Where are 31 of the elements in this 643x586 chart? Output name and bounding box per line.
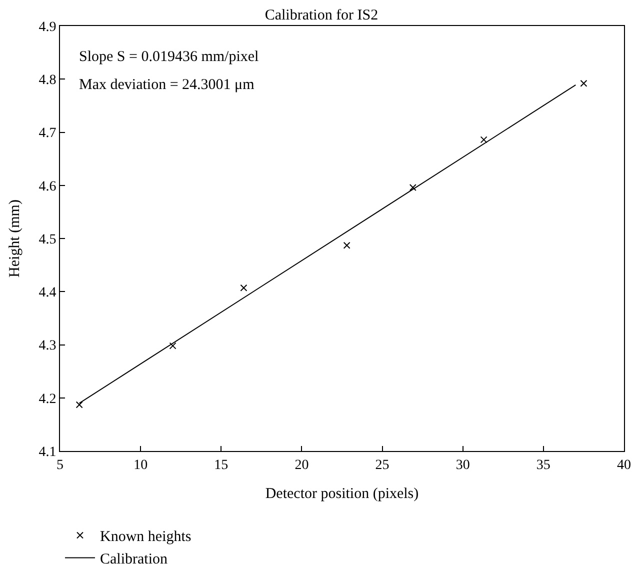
y-tick-label: 4.5	[38, 232, 56, 248]
y-tick-label: 4.3	[38, 338, 56, 354]
x-axis-title: Detector position (pixels)	[265, 486, 419, 502]
y-tick-label: 4.2	[38, 392, 56, 407]
annotation: Slope S = 0.019436 mm/pixel	[79, 49, 259, 65]
point	[343, 242, 350, 249]
x-tick-label: 30	[456, 458, 470, 473]
x-tick-label: 20	[294, 458, 309, 473]
y-axis-title: Height (mm)	[6, 200, 23, 278]
chart-title: Calibration for IS2	[264, 7, 378, 24]
point	[480, 136, 488, 144]
legend-label: Known heights	[100, 529, 192, 546]
x-tick-label: 40	[617, 458, 631, 473]
y-tick-label: 4.4	[38, 286, 56, 301]
point	[76, 401, 83, 408]
x-tick-label: 25	[375, 458, 390, 473]
x-tick-label: 35	[536, 458, 550, 473]
y-tick-label: 4.8	[38, 73, 56, 88]
point	[580, 80, 588, 87]
point	[240, 284, 248, 292]
x-tick-label: 15	[214, 458, 228, 473]
y-tick-label: 4.7	[38, 126, 56, 142]
y-tick-label: 4.9	[38, 20, 56, 35]
legend-label: Calibration	[100, 552, 168, 568]
point	[409, 184, 416, 191]
x-tick-label: 10	[134, 458, 148, 473]
x-tick-label: 5	[56, 458, 64, 473]
y-tick-label: 4.1	[38, 444, 56, 460]
annotation: Max deviation = 24.3001 μm	[79, 77, 255, 93]
point	[169, 342, 176, 350]
y-tick-label: 4.6	[38, 179, 56, 194]
